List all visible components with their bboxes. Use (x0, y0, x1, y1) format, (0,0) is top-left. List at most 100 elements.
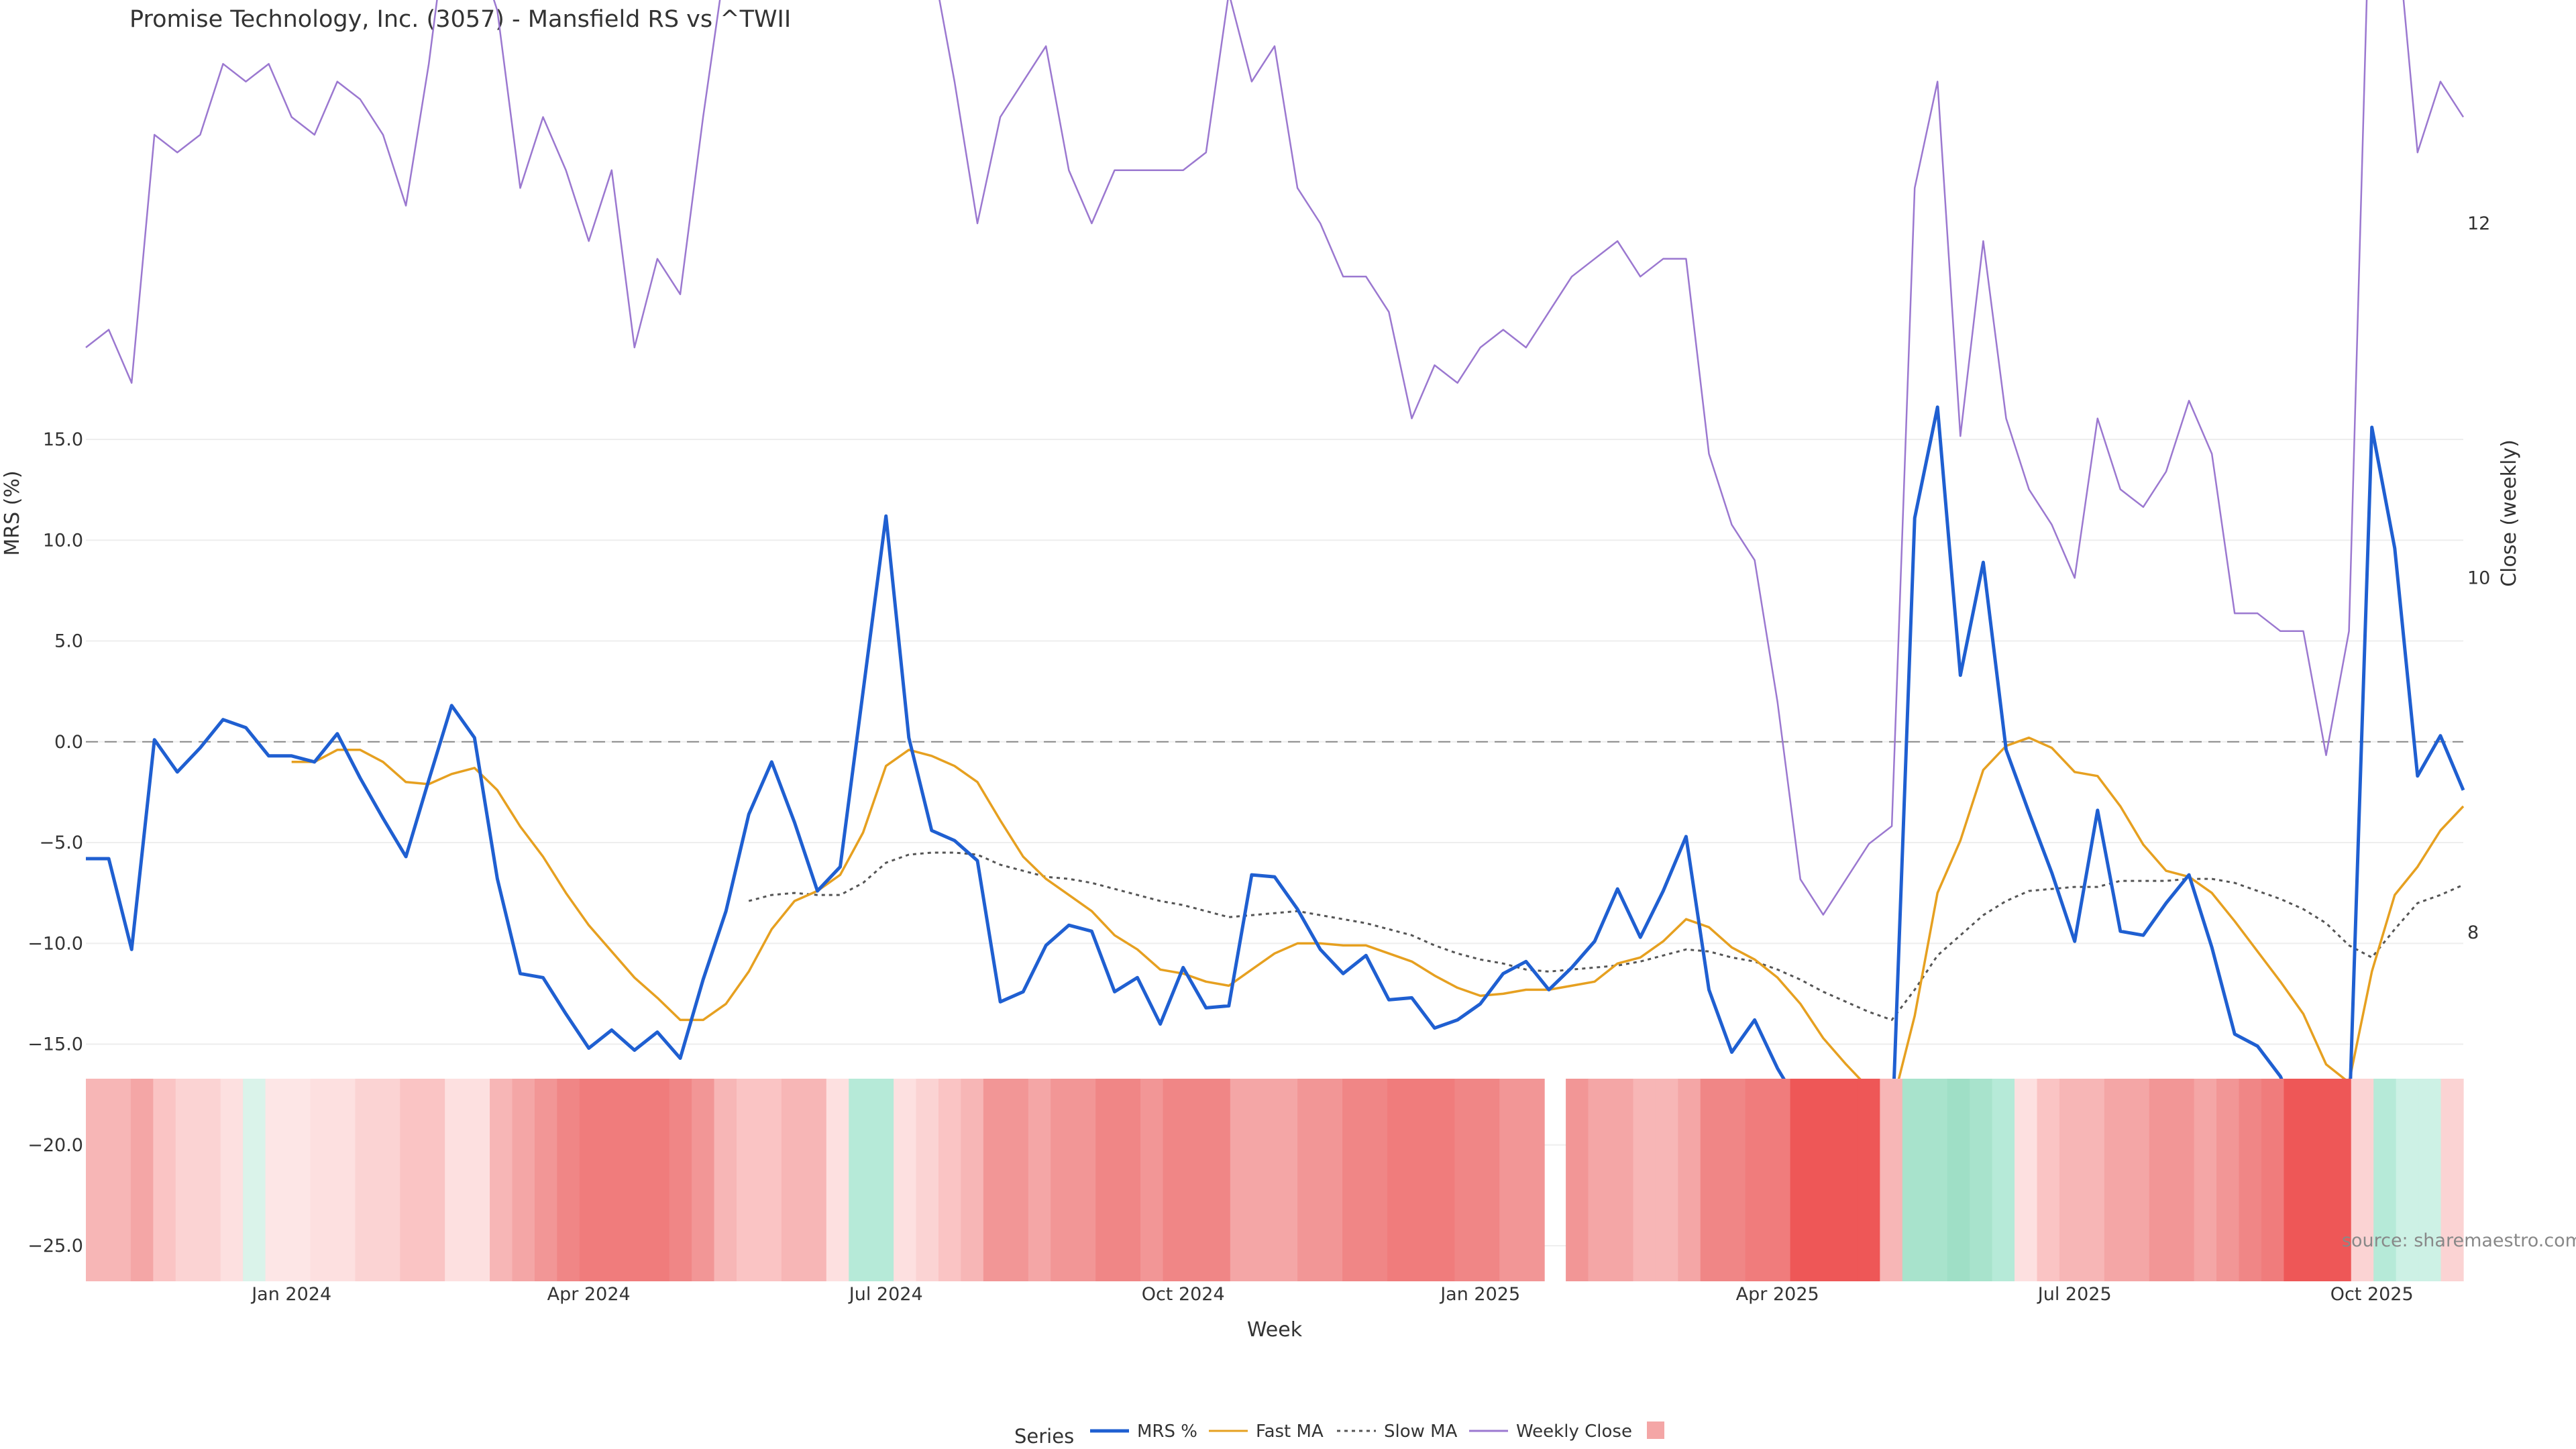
heat-cell (490, 1079, 513, 1281)
heat-cell (624, 1079, 647, 1281)
y-axis-label: MRS (%) (1, 470, 24, 555)
legend-label: Weekly Close (1516, 1421, 1632, 1442)
heat-cell (153, 1079, 176, 1281)
heat-cell (2082, 1079, 2105, 1281)
series-line-weekly-close (85, 0, 2465, 916)
y-axis-ticks: 15.0 10.0 5.0 0.0 −5.0 −10.0 −15.0 −20.0 −25.0 (28, 429, 83, 1256)
heat-cell (243, 1079, 266, 1281)
heat-cell (1700, 1079, 1723, 1281)
heat-cell (1723, 1079, 1746, 1281)
heat-cell (1275, 1079, 1298, 1281)
x-tick-label: Oct 2024 (1142, 1284, 1225, 1305)
heat-cell (1163, 1079, 1186, 1281)
heat-cell (2373, 1079, 2397, 1281)
heat-cell (1342, 1079, 1366, 1281)
heat-cell (265, 1079, 288, 1281)
legend-label: MRS % (1137, 1421, 1197, 1442)
heat-cell (1925, 1079, 1948, 1281)
heat-cell (1364, 1079, 1388, 1281)
y-tick-label: −5.0 (39, 833, 83, 853)
heat-cell (2059, 1079, 2082, 1281)
legend-label: Slow MA (1384, 1421, 1458, 1442)
heat-cell (714, 1079, 737, 1281)
heat-cell (1454, 1079, 1478, 1281)
heat-cell (1499, 1079, 1523, 1281)
heat-cell (534, 1079, 557, 1281)
heat-cell (916, 1079, 939, 1281)
y-tick-label: 5.0 (54, 631, 83, 652)
heat-cell (1992, 1079, 2015, 1281)
heat-cell (692, 1079, 715, 1281)
heat-cell (983, 1079, 1006, 1281)
heat-cell (377, 1079, 400, 1281)
legend-swatch-heat (1647, 1421, 1664, 1439)
heat-cell (1387, 1079, 1411, 1281)
series-line-mrs (86, 405, 2465, 1232)
y-tick-label: 15.0 (43, 429, 83, 450)
source-note: source: sharemaestro.com (2342, 1230, 2576, 1251)
heat-cell (445, 1079, 468, 1281)
heat-cell (1566, 1079, 1589, 1281)
heat-cell (961, 1079, 984, 1281)
heat-cell (1118, 1079, 1141, 1281)
heat-cell (781, 1079, 804, 1281)
heat-cell (1880, 1079, 1903, 1281)
y2-tick-label: 12 (2467, 213, 2490, 234)
heat-cell (1970, 1079, 1993, 1281)
heat-cell (2440, 1079, 2464, 1281)
heat-cell (2284, 1079, 2307, 1281)
heat-cell (1095, 1079, 1119, 1281)
legend-title: Series (1014, 1425, 1074, 1448)
heat-cell (2328, 1079, 2352, 1281)
y2-axis-label: Close (weekly) (2498, 439, 2521, 587)
heat-cell (1633, 1079, 1656, 1281)
heat-cell (759, 1079, 782, 1281)
heat-cell (557, 1079, 580, 1281)
heat-cell (2127, 1079, 2150, 1281)
heat-cell (198, 1079, 221, 1281)
y2-axis-ticks: 161412108 (2467, 213, 2490, 943)
heat-cell (1678, 1079, 1701, 1281)
heat-cell (736, 1079, 760, 1281)
x-axis-ticks: Jan 2024 Apr 2024 Jul 2024 Oct 2024 Jan 2025… (250, 1284, 2413, 1305)
heat-cell (1790, 1079, 1813, 1281)
heat-cell (332, 1079, 356, 1281)
heat-cell (826, 1079, 849, 1281)
heat-cell (1006, 1079, 1029, 1281)
heat-cell (2216, 1079, 2240, 1281)
heat-cell (1947, 1079, 1970, 1281)
heat-cell (1768, 1079, 1791, 1281)
heat-cell (2104, 1079, 2127, 1281)
x-tick-label: Jan 2024 (250, 1284, 331, 1305)
y-tick-label: 0.0 (54, 732, 83, 753)
y2-tick-label: 8 (2467, 922, 2479, 943)
y2-tick-label: 10 (2467, 568, 2490, 589)
heat-cell (108, 1079, 131, 1281)
heat-cell (355, 1079, 378, 1281)
heat-cell (175, 1079, 199, 1281)
heat-cell (2261, 1079, 2285, 1281)
heat-cell (871, 1079, 894, 1281)
heat-cell (1857, 1079, 1880, 1281)
heat-cell (579, 1079, 602, 1281)
heat-cell (310, 1079, 333, 1281)
heat-cell (1745, 1079, 1768, 1281)
heat-cell (1208, 1079, 1231, 1281)
heat-cell (1835, 1079, 1858, 1281)
series-line-slow-ma (748, 851, 2464, 1021)
heat-cell (1655, 1079, 1678, 1281)
heat-cell (1320, 1079, 1343, 1281)
heat-cell (1185, 1079, 1208, 1281)
heat-cell (130, 1079, 154, 1281)
heat-cell (1051, 1079, 1074, 1281)
heat-cell (400, 1079, 423, 1281)
heat-cell (86, 1079, 109, 1281)
x-axis-label: Week (1247, 1318, 1303, 1342)
legend-items: MRS % Fast MA Slow MA Weekly Close (1090, 1421, 1664, 1442)
series-lines (85, 0, 2465, 1232)
heat-cell (2396, 1079, 2419, 1281)
legend-label: Fast MA (1256, 1421, 1324, 1442)
heat-cell (2418, 1079, 2442, 1281)
x-tick-label: Jul 2025 (2037, 1284, 2112, 1305)
